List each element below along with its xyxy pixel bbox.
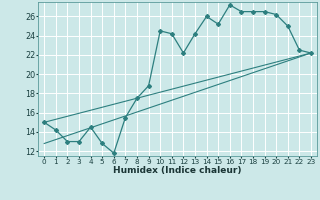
X-axis label: Humidex (Indice chaleur): Humidex (Indice chaleur) [113, 166, 242, 175]
